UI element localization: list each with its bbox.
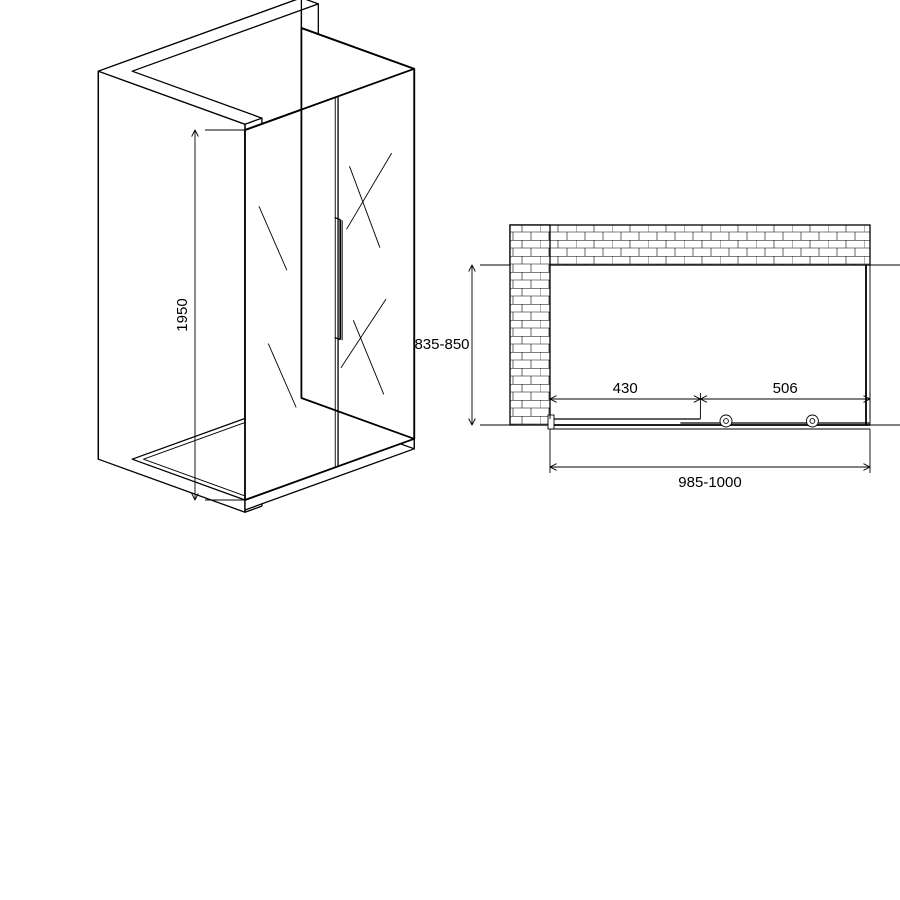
dimension-label: 506 (773, 380, 798, 397)
isometric-view: 1950 (98, 0, 414, 512)
dimension-label: 985-1000 (678, 474, 741, 491)
dim-height-1950: 1950 (174, 298, 191, 331)
plan-view: 835-850792430506985-1000 (414, 225, 900, 491)
dimension-label: 835-850 (414, 336, 469, 353)
dimension-label: 430 (613, 380, 638, 397)
